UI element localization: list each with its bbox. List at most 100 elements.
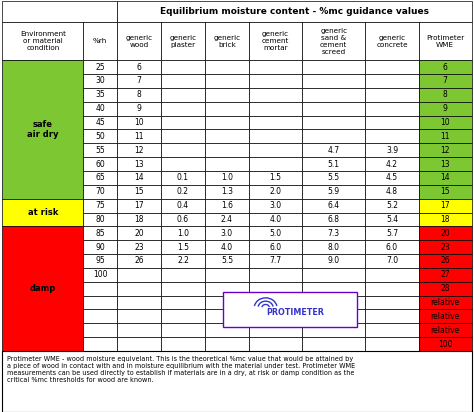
Bar (302, 88, 365, 102)
Bar (117, 226, 161, 240)
Bar (365, 282, 419, 296)
Bar (302, 213, 365, 226)
Bar (205, 102, 249, 115)
Bar (249, 199, 302, 213)
Bar (161, 129, 205, 143)
Text: 9: 9 (443, 104, 447, 113)
Bar (365, 213, 419, 226)
Bar (419, 129, 472, 143)
Text: 8: 8 (443, 90, 447, 99)
Text: 12: 12 (440, 146, 450, 154)
Text: generic
brick: generic brick (213, 35, 240, 48)
Bar (205, 115, 249, 129)
Bar (419, 268, 472, 282)
Text: 6.0: 6.0 (269, 243, 282, 252)
Bar (302, 268, 365, 282)
Bar (205, 226, 249, 240)
Bar (117, 199, 161, 213)
Text: 1.5: 1.5 (270, 173, 282, 183)
Bar (419, 282, 472, 296)
Text: 26: 26 (134, 257, 144, 265)
Bar (205, 337, 249, 351)
Bar (161, 60, 205, 74)
Text: 80: 80 (95, 215, 105, 224)
Text: 5.7: 5.7 (386, 229, 398, 238)
Text: 27: 27 (440, 270, 450, 279)
Text: 50: 50 (95, 132, 105, 141)
Text: 17: 17 (134, 201, 144, 210)
Bar (83, 337, 117, 351)
Bar (365, 254, 419, 268)
Bar (83, 213, 117, 226)
Text: 3.0: 3.0 (269, 201, 282, 210)
Text: 40: 40 (95, 104, 105, 113)
Bar (83, 226, 117, 240)
Bar (302, 254, 365, 268)
Bar (117, 102, 161, 115)
Bar (205, 185, 249, 199)
Text: 6.0: 6.0 (386, 243, 398, 252)
Text: 0.4: 0.4 (177, 201, 189, 210)
Bar (365, 102, 419, 115)
Text: 6.4: 6.4 (328, 201, 340, 210)
Text: 7: 7 (443, 77, 447, 85)
Text: 17: 17 (440, 201, 450, 210)
Bar (302, 102, 365, 115)
Text: 4.0: 4.0 (269, 215, 282, 224)
Bar (117, 254, 161, 268)
Text: 4.7: 4.7 (328, 146, 340, 154)
Bar (419, 22, 472, 60)
Text: PROTIMETER: PROTIMETER (266, 308, 324, 317)
Bar (161, 240, 205, 254)
Text: 1.0: 1.0 (221, 173, 233, 183)
Bar (249, 88, 302, 102)
Text: 85: 85 (95, 229, 105, 238)
Bar (302, 60, 365, 74)
Text: generic
cement
mortar: generic cement mortar (262, 31, 289, 51)
Text: 2.4: 2.4 (221, 215, 233, 224)
Text: 14: 14 (440, 173, 450, 183)
Bar (161, 337, 205, 351)
Bar (302, 157, 365, 171)
Bar (302, 185, 365, 199)
Bar (205, 129, 249, 143)
Bar (249, 157, 302, 171)
Bar (365, 171, 419, 185)
Bar (249, 254, 302, 268)
Bar (205, 268, 249, 282)
Text: 90: 90 (95, 243, 105, 252)
Bar (249, 268, 302, 282)
Bar (83, 171, 117, 185)
Bar (83, 115, 117, 129)
Bar (419, 323, 472, 337)
Bar (117, 296, 161, 309)
Bar (83, 296, 117, 309)
Text: safe
air dry: safe air dry (27, 120, 59, 139)
Text: 5.0: 5.0 (269, 229, 282, 238)
Bar (249, 323, 302, 337)
Bar (161, 143, 205, 157)
Bar (223, 292, 357, 327)
Text: 23: 23 (440, 243, 450, 252)
Bar (419, 74, 472, 88)
Bar (161, 157, 205, 171)
Text: 35: 35 (95, 90, 105, 99)
Bar (83, 60, 117, 74)
Bar (117, 337, 161, 351)
Text: 45: 45 (95, 118, 105, 127)
Bar (419, 88, 472, 102)
Text: 5.5: 5.5 (221, 257, 233, 265)
Text: Protimeter
WME: Protimeter WME (426, 35, 464, 48)
Bar (365, 88, 419, 102)
Bar (302, 226, 365, 240)
Bar (117, 157, 161, 171)
Bar (302, 240, 365, 254)
Bar (2, 22, 83, 60)
Text: 6.8: 6.8 (328, 215, 340, 224)
Bar (249, 22, 302, 60)
Bar (83, 240, 117, 254)
Bar (249, 240, 302, 254)
Text: 18: 18 (134, 215, 144, 224)
Text: 4.0: 4.0 (221, 243, 233, 252)
Bar (419, 309, 472, 323)
